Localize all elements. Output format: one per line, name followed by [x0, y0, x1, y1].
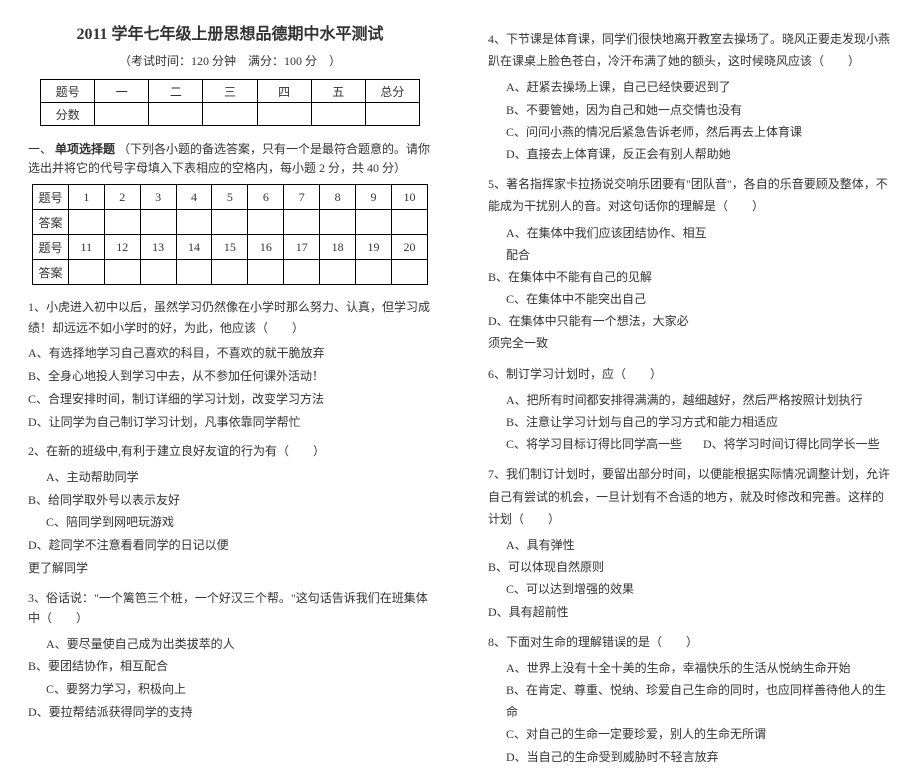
page-title: 2011 学年七年级上册思想品德期中水平测试 — [28, 20, 432, 44]
answer-num: 18 — [320, 235, 356, 260]
option: C、可以达到增强的效果 — [488, 578, 708, 600]
answer-num: 11 — [68, 235, 104, 260]
answer-num: 13 — [140, 235, 176, 260]
score-cell — [95, 103, 149, 126]
option: D、当自己的生命受到威胁时不轻言放弃 — [488, 746, 719, 768]
option: D、趁同学不注意看看同学的日记以便更了解同学 — [28, 534, 230, 580]
answer-row-label: 题号 — [33, 185, 69, 210]
answer-num: 5 — [212, 185, 248, 210]
question-1-options: A、有选择地学习自己喜欢的科目，不喜欢的就干脆放弃 B、全身心地投人到学习中去，… — [28, 342, 432, 433]
option: C、合理安排时间，制订详细的学习计划，改变学习方法 — [28, 388, 432, 411]
score-cell — [257, 103, 311, 126]
score-header: 四 — [257, 80, 311, 103]
answer-num: 1 — [68, 185, 104, 210]
answer-num: 3 — [140, 185, 176, 210]
question-2: 2、在新的班级中,有利于建立良好友谊的行为有（ ） — [28, 441, 432, 461]
page-subtitle: （考试时间：120 分钟 满分：100 分 ） — [28, 52, 432, 69]
answer-num: 17 — [284, 235, 320, 260]
option: B、不要管她，因为自己和她一点交情也没有 — [488, 99, 742, 121]
option: C、对自己的生命一定要珍爱，别人的生命无所谓 — [488, 723, 766, 745]
score-cell — [311, 103, 365, 126]
option: A、在集体中我们应该团结协作、相互配合 — [488, 222, 708, 266]
option: A、世界上没有十全十美的生命，幸福快乐的生活从悦纳生命开始 — [488, 657, 851, 679]
answer-num: 20 — [392, 235, 428, 260]
option: B、全身心地投人到学习中去，从不参加任何课外活动！ — [28, 365, 432, 388]
answer-num: 7 — [284, 185, 320, 210]
section-number: 一、 — [28, 142, 52, 156]
section-title: 单项选择题 — [55, 142, 115, 156]
answer-num: 10 — [392, 185, 428, 210]
option: D、具有超前性 — [488, 601, 690, 623]
option: B、在肯定、尊重、悦纳、珍爱自己生命的同时，也应同样善待他人的生命 — [488, 679, 892, 723]
answer-row-label: 题号 — [33, 235, 69, 260]
score-cell — [203, 103, 257, 126]
question-5: 5、著名指挥家卡拉扬说交响乐团要有"团队音"，各自的乐音要顾及整体，不能成为干扰… — [488, 173, 892, 217]
score-header: 三 — [203, 80, 257, 103]
question-8-options: A、世界上没有十全十美的生命，幸福快乐的生活从悦纳生命开始 B、在肯定、尊重、悦… — [488, 657, 892, 768]
option: D、要拉帮结派获得同学的支持 — [28, 701, 230, 724]
score-cell — [149, 103, 203, 126]
option: B、在集体中不能有自己的见解 — [488, 266, 690, 288]
option: D、将学习时间订得比同学长一些 — [685, 433, 880, 455]
question-7: 7、我们制订计划时，要留出部分时间，以便能根据实际情况调整计划，允许自己有尝试的… — [488, 463, 892, 530]
question-8: 8、下面对生命的理解错误的是（ ） — [488, 631, 892, 653]
score-header: 二 — [149, 80, 203, 103]
question-6-options: A、把所有时间都安排得满满的，越细越好，然后严格按照计划执行 B、注意让学习计划… — [488, 389, 892, 456]
answer-cell — [68, 210, 104, 235]
section-1-header: 一、 单项选择题 （下列各小题的备选答案，只有一个是最符合题意的。请你选出并将它… — [28, 140, 432, 178]
answer-num: 8 — [320, 185, 356, 210]
answer-row-label: 答案 — [33, 210, 69, 235]
question-4-options: A、赶紧去操场上课，自己已经快要迟到了 B、不要管她，因为自己和她一点交情也没有… — [488, 76, 892, 165]
option: C、在集体中不能突出自己 — [488, 288, 708, 310]
option: B、注意让学习计划与自己的学习方式和能力相适应 — [488, 411, 778, 433]
score-header: 五 — [311, 80, 365, 103]
answer-row-label: 答案 — [33, 260, 69, 285]
option: B、要团结协作，相互配合 — [28, 655, 230, 678]
question-7-options: A、具有弹性 B、可以体现自然原则 C、可以达到增强的效果 D、具有超前性 — [488, 534, 892, 623]
answer-num: 6 — [248, 185, 284, 210]
option: D、让同学为自己制订学习计划，凡事依靠同学帮忙 — [28, 411, 432, 434]
answer-num: 4 — [176, 185, 212, 210]
question-3: 3、俗话说："一个篱笆三个桩，一个好汉三个帮。"这句话告诉我们在班集体中（ ） — [28, 588, 432, 629]
score-row-label: 分数 — [41, 103, 95, 126]
option: C、问问小燕的情况后紧急告诉老师，然后再去上体育课 — [488, 121, 802, 143]
score-table: 题号 一 二 三 四 五 总分 分数 — [40, 79, 420, 126]
option: A、要尽量使自己成为出类拔萃的人 — [28, 633, 248, 656]
question-5-options: A、在集体中我们应该团结协作、相互配合 B、在集体中不能有自己的见解 C、在集体… — [488, 222, 892, 355]
question-2-options: A、主动帮助同学 B、给同学取外号以表示友好 C、陪同学到网吧玩游戏 D、趁同学… — [28, 466, 432, 580]
option: A、具有弹性 — [488, 534, 708, 556]
option: C、陪同学到网吧玩游戏 — [28, 511, 248, 534]
answer-num: 14 — [176, 235, 212, 260]
option: A、把所有时间都安排得满满的，越细越好，然后严格按照计划执行 — [488, 389, 863, 411]
answer-grid: 题号 1 2 3 4 5 6 7 8 9 10 答案 题号 11 12 13 — [32, 184, 428, 285]
option: B、给同学取外号以表示友好 — [28, 489, 230, 512]
score-cell — [365, 103, 419, 126]
score-header: 题号 — [41, 80, 95, 103]
question-1: 1、小虎进入初中以后，虽然学习仍然像在小学时那么努力、认真，但学习成绩！却远远不… — [28, 297, 432, 338]
answer-num: 16 — [248, 235, 284, 260]
option: C、要努力学习，积极向上 — [28, 678, 248, 701]
answer-num: 15 — [212, 235, 248, 260]
option: B、可以体现自然原则 — [488, 556, 690, 578]
option: A、赶紧去操场上课，自己已经快要迟到了 — [488, 76, 731, 98]
answer-num: 9 — [356, 185, 392, 210]
answer-num: 2 — [104, 185, 140, 210]
score-header: 总分 — [365, 80, 419, 103]
question-4: 4、下节课是体育课，同学们很快地离开教室去操场了。晓风正要走发现小燕趴在课桌上脸… — [488, 28, 892, 72]
question-6: 6、制订学习计划时，应（ ） — [488, 363, 892, 385]
answer-num: 19 — [356, 235, 392, 260]
answer-num: 12 — [104, 235, 140, 260]
question-3-options: A、要尽量使自己成为出类拔萃的人 B、要团结协作，相互配合 C、要努力学习，积极… — [28, 633, 432, 724]
option: A、有选择地学习自己喜欢的科目，不喜欢的就干脆放弃 — [28, 342, 432, 365]
score-header: 一 — [95, 80, 149, 103]
option: D、直接去上体育课，反正会有别人帮助她 — [488, 143, 731, 165]
option: A、主动帮助同学 — [28, 466, 248, 489]
option: C、将学习目标订得比同学高一些 — [488, 433, 682, 455]
option: D、在集体中只能有一个想法，大家必须完全一致 — [488, 310, 690, 354]
